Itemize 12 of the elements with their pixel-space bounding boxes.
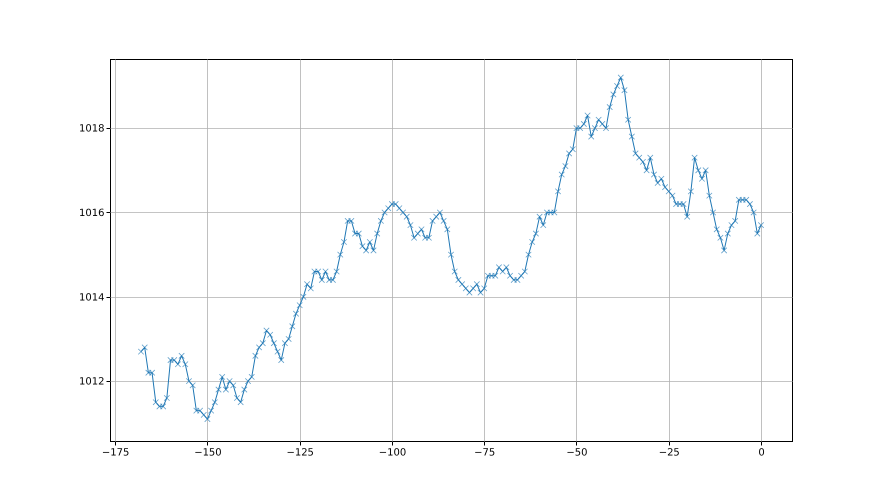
y-tick-label: 1014 [79, 292, 104, 304]
x-tick-label: 0 [758, 448, 765, 458]
x-tick-label: −175 [102, 448, 130, 458]
y-tick-label: 1012 [79, 376, 104, 388]
x-tick-label: −100 [378, 448, 406, 458]
x-tick-label: −50 [566, 448, 588, 458]
x-tick-label: −125 [286, 448, 314, 458]
x-tick-label: −25 [658, 448, 680, 458]
x-tick-label: −75 [474, 448, 496, 458]
y-tick-label: 1016 [79, 208, 104, 219]
x-tick-label: −150 [194, 448, 222, 458]
y-tick-label: 1018 [79, 124, 104, 135]
